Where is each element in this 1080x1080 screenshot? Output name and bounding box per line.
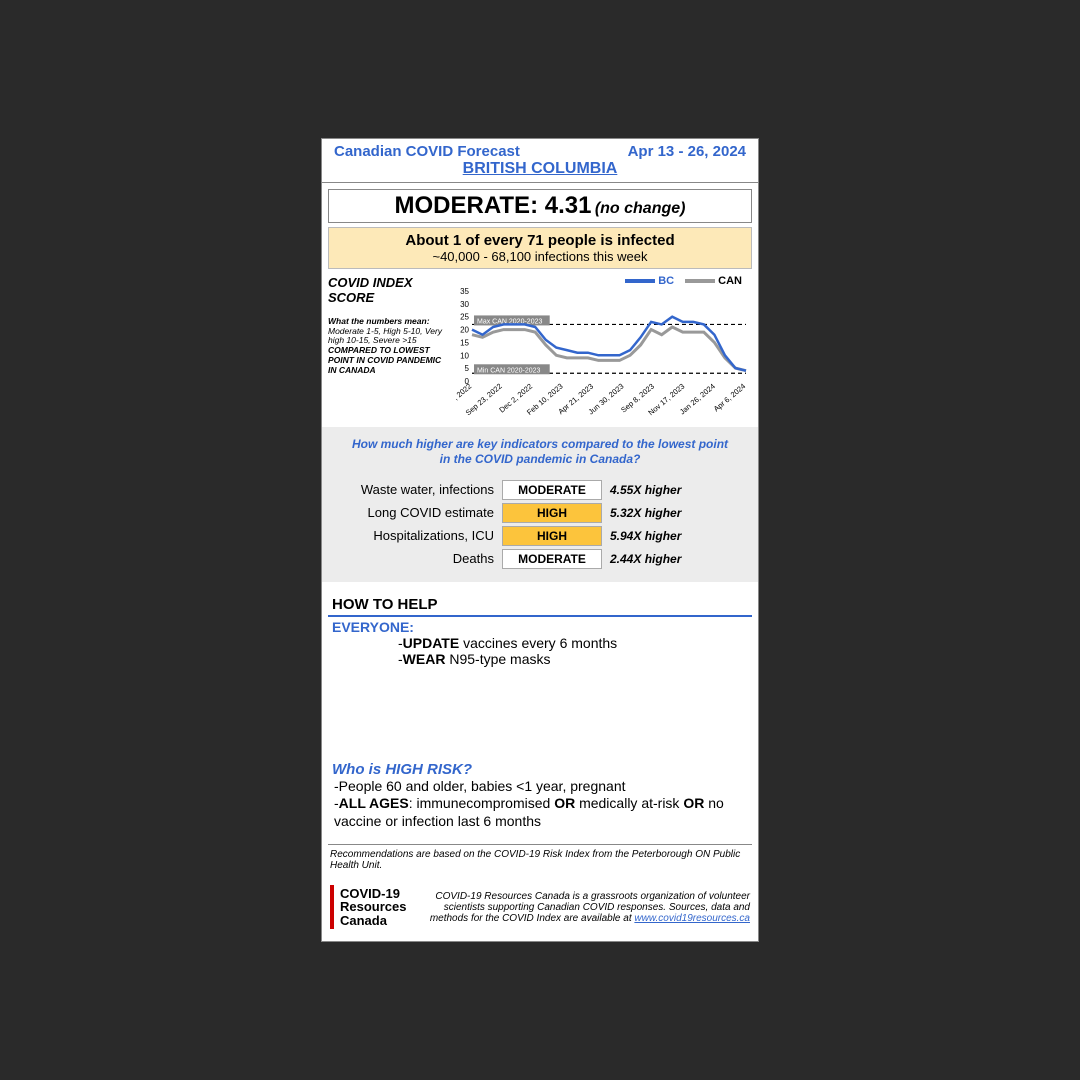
indicator-row: Long COVID estimate HIGH 5.32X higher [334,503,746,523]
indicator-label: Hospitalizations, ICU [334,528,494,543]
footnote: Recommendations are based on the COVID-1… [328,844,752,875]
footer-link[interactable]: www.covid19resources.ca [634,913,750,924]
indicator-row: Hospitalizations, ICU HIGH 5.94X higher [334,526,746,546]
infection-box: About 1 of every 71 people is infected ~… [328,227,752,269]
logo: COVID-19 Resources Canada [330,885,406,929]
score-value: 4.31 [545,192,592,219]
footer-text: COVID-19 Resources Canada is a grassroot… [420,891,750,924]
indicator-badge: HIGH [502,503,602,523]
indicator-multiplier: 4.55X higher [610,483,681,497]
indicator-badge: MODERATE [502,549,602,569]
infection-count: ~40,000 - 68,100 infections this week [333,249,747,264]
score-box: MODERATE: 4.31 (no change) [328,189,752,223]
header: Canadian COVID Forecast Apr 13 - 26, 202… [322,139,758,183]
svg-text:, 2022: , 2022 [452,381,474,401]
infection-rate: About 1 of every 71 people is infected [333,232,747,249]
indicator-multiplier: 2.44X higher [610,552,681,566]
everyone-label: EVERYONE: [328,617,752,635]
line-chart: 05101520253035Max CAN 2020-2023Min CAN 2… [450,287,750,427]
svg-text:Apr 6, 2024: Apr 6, 2024 [712,381,747,413]
svg-text:25: 25 [460,312,469,321]
infographic-card: Canadian COVID Forecast Apr 13 - 26, 202… [321,138,759,943]
indicator-label: Long COVID estimate [334,505,494,520]
header-dates: Apr 13 - 26, 2024 [628,143,746,160]
svg-text:35: 35 [460,287,469,296]
header-region: BRITISH COLUMBIA [330,160,750,178]
header-title: Canadian COVID Forecast [334,143,520,160]
svg-text:Min CAN 2020-2023: Min CAN 2020-2023 [477,367,541,374]
indicator-multiplier: 5.94X higher [610,529,681,543]
highrisk-heading: Who is HIGH RISK? [328,757,752,778]
indicator-multiplier: 5.32X higher [610,506,681,520]
chart-area: COVID INDEX SCORE What the numbers mean:… [322,269,758,427]
score-level: MODERATE: [395,192,545,219]
help-heading: HOW TO HELP [322,582,758,615]
svg-text:20: 20 [460,325,469,334]
chart-description: What the numbers mean: Moderate 1-5, Hig… [328,317,446,376]
indicator-label: Waste water, infections [334,482,494,497]
svg-text:5: 5 [465,364,470,373]
footer: COVID-19 Resources Canada COVID-19 Resou… [322,875,758,941]
indicator-badge: HIGH [502,526,602,546]
indicator-row: Deaths MODERATE 2.44X higher [334,549,746,569]
advice-line-1: -UPDATE vaccines every 6 months [328,635,752,651]
svg-text:10: 10 [460,351,469,360]
chart-title: COVID INDEX SCORE [328,275,446,305]
advice-line-2: -WEAR N95-type masks [328,651,752,667]
logo-bar-icon [330,885,334,929]
score-change: (no change) [595,200,686,217]
indicator-label: Deaths [334,551,494,566]
help-box: EVERYONE: -UPDATE vaccines every 6 month… [328,615,752,837]
risk-list: -People 60 and older, babies <1 year, pr… [328,778,752,837]
indicators-section: How much higher are key indicators compa… [322,427,758,582]
svg-text:30: 30 [460,300,469,309]
indicator-badge: MODERATE [502,480,602,500]
indicators-heading: How much higher are key indicators compa… [334,437,746,477]
svg-text:15: 15 [460,338,469,347]
indicator-row: Waste water, infections MODERATE 4.55X hig… [334,480,746,500]
chart-legend: BC CAN [450,275,752,287]
